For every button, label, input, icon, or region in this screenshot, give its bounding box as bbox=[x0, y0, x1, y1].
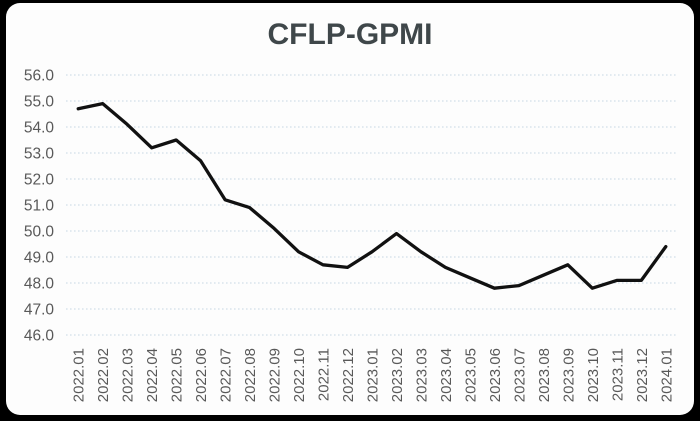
y-tick-label: 49.0 bbox=[24, 250, 55, 267]
y-tick-label: 47.0 bbox=[24, 302, 55, 319]
x-tick-label: 2022.05 bbox=[169, 348, 186, 402]
data-series-line bbox=[76, 101, 668, 290]
x-tick-label: 2022.01 bbox=[71, 348, 88, 402]
x-tick-label: 2023.12 bbox=[634, 348, 651, 402]
x-tick-label: 2023.03 bbox=[413, 348, 430, 402]
x-tick-label: 2023.11 bbox=[609, 348, 626, 401]
y-tick-label: 46.0 bbox=[24, 328, 55, 345]
x-tick-label: 2024.01 bbox=[658, 348, 675, 402]
x-tick-label: 2023.08 bbox=[536, 348, 553, 402]
y-tick-label: 52.0 bbox=[24, 172, 55, 189]
x-tick-label: 2022.12 bbox=[340, 348, 357, 402]
x-tick-label: 2022.09 bbox=[267, 348, 284, 402]
x-tick-label: 2023.10 bbox=[585, 348, 602, 402]
x-tick-label: 2022.07 bbox=[218, 348, 235, 402]
y-tick-label: 50.0 bbox=[24, 224, 55, 241]
x-tick-label: 2023.05 bbox=[462, 348, 479, 402]
x-tick-label: 2023.01 bbox=[365, 348, 382, 402]
x-tick-label: 2023.09 bbox=[560, 348, 577, 402]
y-tick-label: 48.0 bbox=[24, 276, 55, 293]
x-tick-label: 2023.07 bbox=[511, 348, 528, 402]
y-tick-label: 56.0 bbox=[24, 68, 55, 85]
x-tick-label: 2022.02 bbox=[95, 348, 112, 402]
x-tick-label: 2022.11 bbox=[316, 348, 333, 401]
x-tick-label: 2022.04 bbox=[144, 348, 161, 402]
x-tick-label: 2023.04 bbox=[438, 348, 455, 402]
y-tick-label: 55.0 bbox=[24, 94, 55, 111]
chart-title: CFLP-GPMI bbox=[267, 18, 433, 51]
y-tick-label: 53.0 bbox=[24, 146, 55, 163]
x-tick-label: 2023.06 bbox=[487, 348, 504, 402]
x-tick-label: 2023.02 bbox=[389, 348, 406, 402]
x-tick-label: 2022.10 bbox=[291, 348, 308, 402]
x-tick-label: 2022.03 bbox=[120, 348, 137, 402]
y-tick-label: 54.0 bbox=[24, 120, 55, 137]
y-tick-label: 51.0 bbox=[24, 198, 55, 215]
chart-card bbox=[6, 3, 694, 415]
x-tick-label: 2022.08 bbox=[242, 348, 259, 402]
x-tick-label: 2022.06 bbox=[193, 348, 210, 402]
